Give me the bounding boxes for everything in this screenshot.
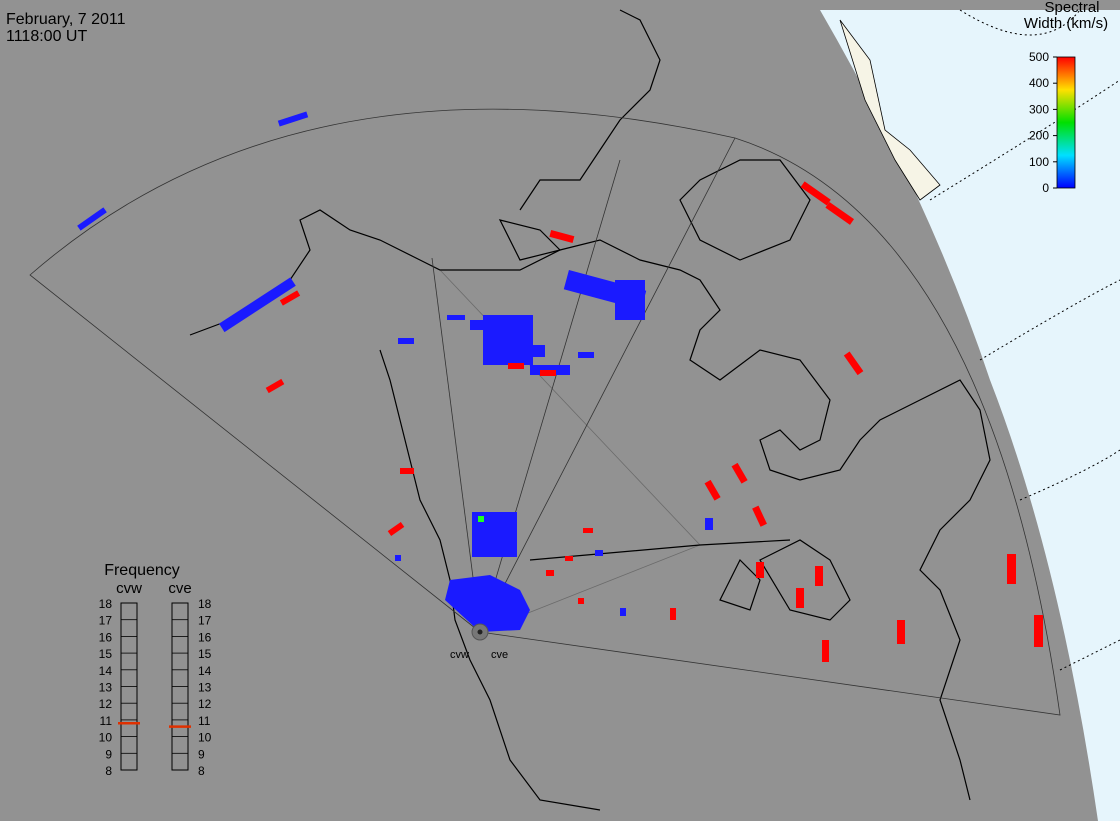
frequency-tick-label: 13 — [99, 681, 113, 695]
colorbar-title: Spectral — [1044, 0, 1099, 16]
colorbar-tick-label: 500 — [1029, 50, 1049, 64]
frequency-tick-label: 14 — [198, 664, 212, 678]
radar-site-dot — [477, 629, 483, 635]
frequency-tick-label: 8 — [198, 764, 205, 778]
colorbar-tick-label: 200 — [1029, 129, 1049, 143]
colorbar — [1056, 56, 1076, 189]
frequency-tick-label: 9 — [105, 747, 112, 761]
greenland — [839, 19, 941, 201]
date: February, 7 2011 — [6, 11, 126, 28]
frequency-tick-label: 15 — [198, 647, 212, 661]
border — [529, 539, 791, 561]
frequency-tick-label: 15 — [99, 647, 113, 661]
frequency-tick-label: 18 — [198, 597, 212, 611]
colorbar-tick-label: 0 — [1042, 181, 1049, 195]
colorbar-tick-label: 100 — [1029, 155, 1049, 169]
frequency-tick-label: 12 — [99, 697, 113, 711]
radar-name: cvw — [116, 580, 142, 597]
frequency-tick-label: 11 — [100, 714, 113, 728]
colorbar-title: Width (km/s) — [1024, 15, 1108, 32]
frequency-tick-label: 14 — [99, 664, 113, 678]
frequency-tick-label: 10 — [198, 731, 212, 745]
frequency-title: Frequency — [104, 562, 180, 579]
frequency-tick-label: 16 — [99, 630, 113, 644]
frequency-tick-label: 12 — [198, 697, 212, 711]
radar-name: cve — [168, 580, 191, 597]
frequency-tick-label: 17 — [198, 614, 212, 628]
station-label: cve — [491, 649, 508, 661]
frequency-tick-label: 13 — [198, 681, 212, 695]
echoes — [77, 111, 1043, 662]
frequency-tick-label: 18 — [99, 597, 113, 611]
grid-circles — [929, 9, 1120, 671]
ocean — [820, 10, 1120, 821]
frequency-tick-label: 10 — [99, 731, 113, 745]
colorbar-tick-label: 300 — [1029, 102, 1049, 116]
frequency-tick-label: 11 — [198, 714, 211, 728]
frequency-tick-label: 16 — [198, 630, 212, 644]
time: 1118:00 UT — [6, 28, 87, 45]
frequency-tick-label: 8 — [105, 764, 112, 778]
station-label: cvw — [450, 649, 469, 661]
frequency-tick-label: 9 — [198, 747, 205, 761]
colorbar-tick-label: 400 — [1029, 76, 1049, 90]
frequency-tick-label: 17 — [99, 614, 113, 628]
